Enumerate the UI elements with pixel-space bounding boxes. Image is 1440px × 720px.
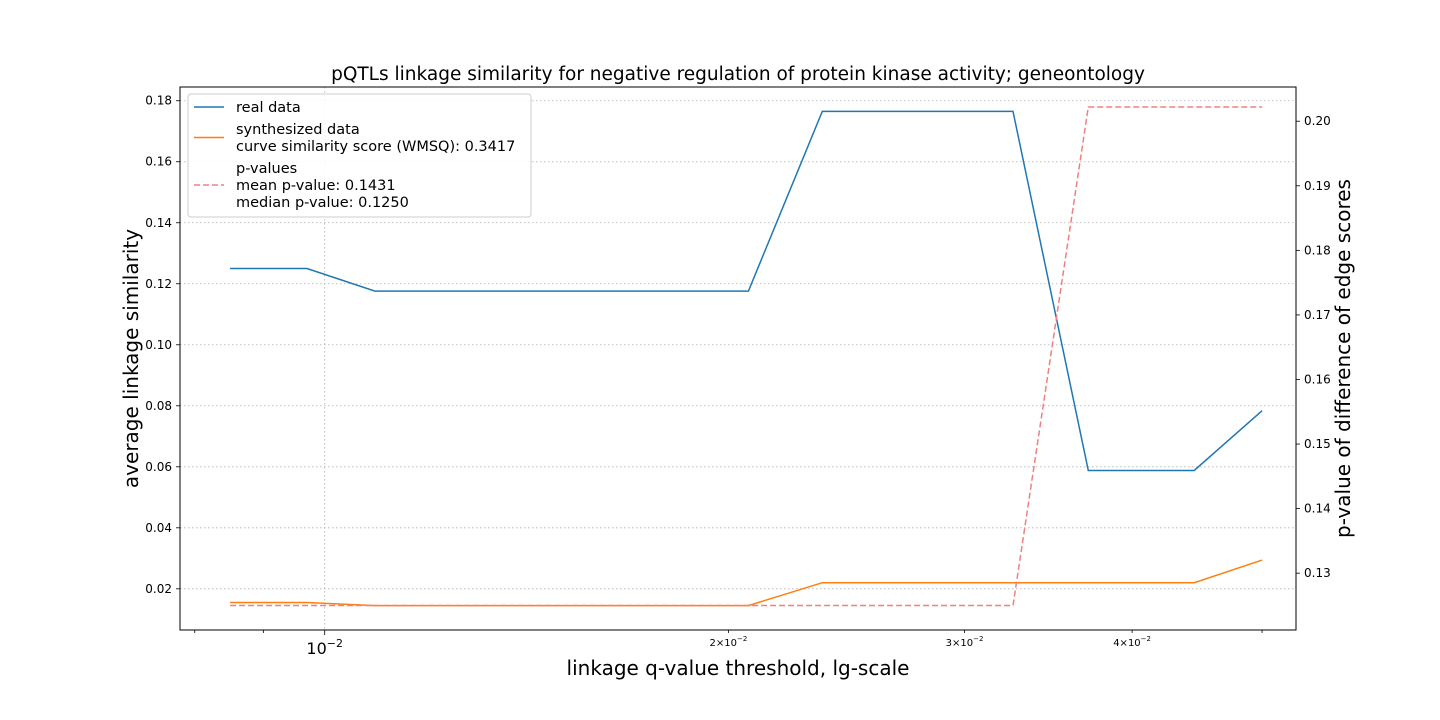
y2-tick-label: 0.15 — [1304, 437, 1331, 451]
y2-axis-label: p-value of difference of edge scores — [1331, 179, 1355, 538]
series-line-1 — [230, 110, 1263, 472]
y2-tick-label: 0.14 — [1304, 502, 1331, 516]
y-tick-label: 0.12 — [145, 277, 172, 291]
y-tick-label: 0.18 — [145, 94, 172, 108]
y-tick-label: 0.08 — [145, 399, 172, 413]
y2-tick-label: 0.19 — [1304, 179, 1331, 193]
x-minor-tick-label: 4×10−2 — [1113, 635, 1151, 649]
series-line-3 — [230, 106, 1263, 607]
y-tick-label: 0.10 — [145, 338, 172, 352]
x-minor-tick-label: 2×10−2 — [709, 635, 747, 649]
legend-label-3: p-values mean p-value: 0.1431 median p-val… — [236, 161, 409, 211]
x-minor-tick-label: 3×10−2 — [946, 635, 984, 649]
axis-layer: 0.02 0.04 0.06 0.08 0.10 0.12 0.14 0.16 0.18 0.13… — [145, 94, 1330, 658]
chart-title: pQTLs linkage similarity for negative re… — [331, 64, 1145, 85]
legend-frame — [187, 93, 532, 218]
series-layer — [230, 106, 1263, 607]
grid-layer — [180, 87, 1296, 630]
y2-tick-label: 0.16 — [1304, 372, 1331, 386]
y-tick-label: 0.16 — [145, 155, 172, 169]
y-axis-label: average linkage similarity — [119, 229, 143, 488]
y-tick-label: 0.02 — [145, 582, 172, 596]
y2-tick-label: 0.17 — [1304, 308, 1331, 322]
plot-frame — [179, 86, 1297, 631]
legend: real data synthesized data curve similarit… — [187, 93, 532, 218]
x-axis-label: linkage q-value threshold, lg-scale — [567, 656, 910, 680]
y-tick-label: 0.04 — [145, 521, 172, 535]
y2-tick-label: 0.13 — [1304, 566, 1331, 580]
legend-label-1: real data — [236, 100, 301, 116]
legend-items: real data synthesized data curve similarit… — [194, 100, 515, 211]
series-line-2 — [230, 559, 1263, 607]
y2-tick-label: 0.20 — [1304, 114, 1331, 128]
y-tick-label: 0.14 — [145, 216, 172, 230]
legend-label-2: synthesized data curve similarity score (… — [236, 122, 515, 155]
x-major-tick-label: 10−2 — [306, 637, 343, 658]
y2-tick-label: 0.18 — [1304, 243, 1331, 257]
y-tick-label: 0.06 — [145, 460, 172, 474]
